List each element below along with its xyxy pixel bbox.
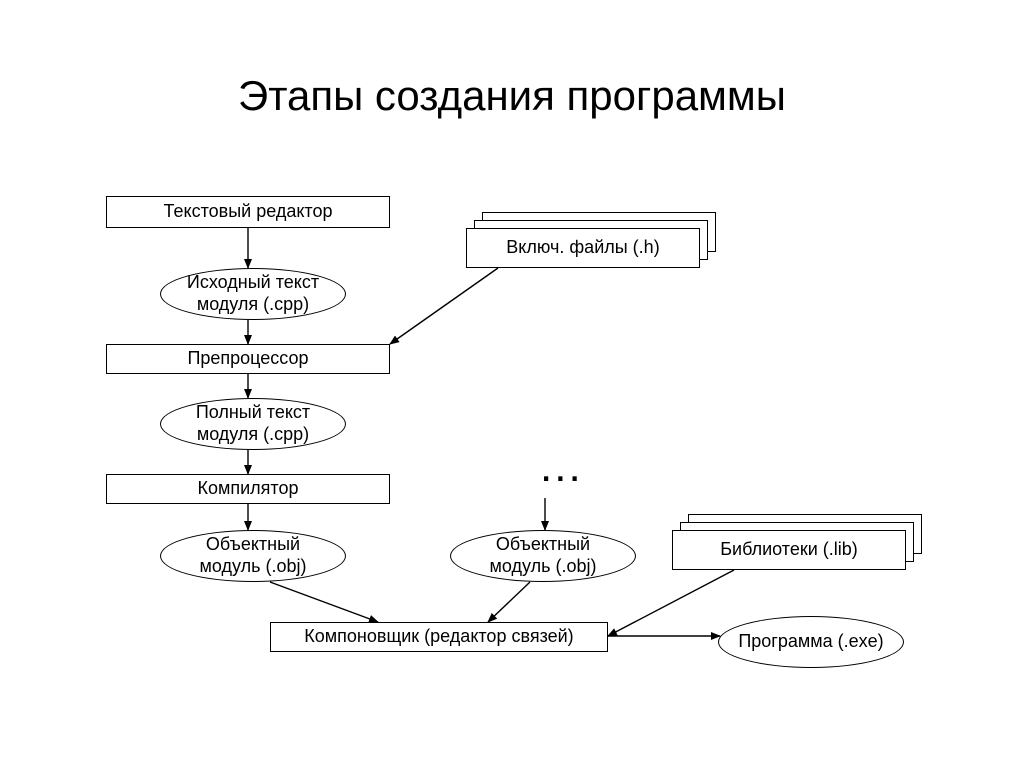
headers-label: Включ. файлы (.h) xyxy=(506,237,659,259)
obj2-ellipse: Объектный модуль (.obj) xyxy=(450,530,636,582)
obj2-label: Объектный модуль (.obj) xyxy=(465,534,621,577)
src-ellipse: Исходный текст модуля (.cpp) xyxy=(160,268,346,320)
libs-label: Библиотеки (.lib) xyxy=(720,539,858,561)
compiler-box: Компилятор xyxy=(106,474,390,504)
compiler-label: Компилятор xyxy=(198,478,299,500)
program-ellipse: Программа (.exe) xyxy=(718,616,904,668)
program-label: Программа (.exe) xyxy=(738,631,883,653)
full-ellipse: Полный текст модуля (.cpp) xyxy=(160,398,346,450)
src-label: Исходный текст модуля (.cpp) xyxy=(175,272,331,315)
editor-label: Текстовый редактор xyxy=(164,201,333,223)
continuation-dots: ... xyxy=(540,442,583,492)
linker-box: Компоновщик (редактор связей) xyxy=(270,622,608,652)
obj1-ellipse: Объектный модуль (.obj) xyxy=(160,530,346,582)
preproc-label: Препроцессор xyxy=(187,348,308,370)
linker-label: Компоновщик (редактор связей) xyxy=(304,626,573,648)
preproc-box: Препроцессор xyxy=(106,344,390,374)
obj1-label: Объектный модуль (.obj) xyxy=(175,534,331,577)
page-title: Этапы создания программы xyxy=(0,72,1024,120)
editor-box: Текстовый редактор xyxy=(106,196,390,228)
headers-box: Включ. файлы (.h) xyxy=(466,228,700,268)
full-label: Полный текст модуля (.cpp) xyxy=(175,402,331,445)
libs-box: Библиотеки (.lib) xyxy=(672,530,906,570)
